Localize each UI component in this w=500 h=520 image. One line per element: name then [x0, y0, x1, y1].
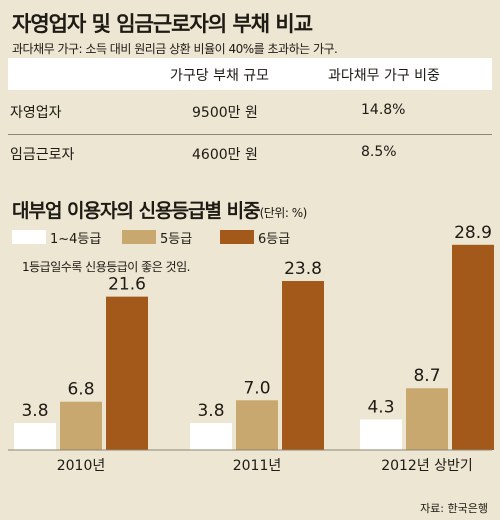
chart-title-text: 대부업 이용자의 신용등급별 비중 — [12, 200, 261, 222]
column-header-debt: 가구당 부채 규모 — [170, 68, 270, 84]
table-row: 임금근로자 4600만 원 8.5% — [0, 134, 500, 176]
bar — [360, 419, 402, 450]
bar — [282, 281, 324, 450]
row-label: 임금근로자 — [10, 147, 75, 163]
data-label: 8.7 — [413, 366, 440, 386]
legend-swatch — [122, 230, 156, 244]
table-row: 자영업자 9500만 원 14.8% — [0, 92, 500, 134]
legend-swatch — [220, 230, 254, 244]
bar — [106, 296, 148, 450]
bar — [452, 244, 494, 450]
table-subtitle: 과다채무 가구: 소득 대비 원리금 상환 비율이 40%를 초과하는 가구. — [12, 42, 338, 56]
bar — [60, 401, 102, 450]
bar — [14, 423, 56, 450]
chart-note: 1등급일수록 신용등급이 좋은 것임. — [22, 260, 190, 274]
row-debt: 9500만 원 — [192, 105, 258, 121]
data-label: 28.9 — [454, 223, 492, 243]
data-label: 21.6 — [108, 275, 146, 295]
x-tick-label: 2010년 — [57, 458, 106, 474]
legend-label: 5등급 — [160, 232, 193, 247]
bar — [190, 423, 232, 450]
table-header: 가구당 부채 규모 과다채무 가구 비중 — [8, 58, 492, 90]
x-tick-label: 2011년 — [233, 458, 282, 474]
row-ratio: 14.8% — [361, 102, 406, 118]
data-label: 7.0 — [243, 378, 270, 398]
source-note: 자료: 한국은행 — [420, 502, 488, 515]
chart-unit: (단위: %) — [259, 206, 308, 220]
legend-label: 6등급 — [258, 232, 291, 247]
data-label: 23.8 — [284, 259, 322, 279]
x-tick-label: 2012년 상반기 — [381, 458, 473, 474]
data-label: 3.8 — [21, 401, 48, 421]
row-ratio: 8.5% — [361, 144, 397, 160]
row-debt: 4600만 원 — [192, 147, 258, 163]
bar — [236, 400, 278, 450]
data-label: 6.8 — [67, 380, 94, 400]
chart-title: 대부업 이용자의 신용등급별 비중(단위: %) — [12, 196, 307, 223]
bar — [406, 388, 448, 450]
row-label: 자영업자 — [10, 105, 62, 121]
legend-label: 1~4등급 — [50, 232, 102, 247]
table-title: 자영업자 및 임금근로자의 부채 비교 — [12, 12, 313, 36]
column-header-ratio: 과다채무 가구 비중 — [328, 68, 440, 84]
data-label: 3.8 — [197, 401, 224, 421]
legend-swatch — [12, 230, 46, 244]
data-label: 4.3 — [367, 397, 394, 417]
row-divider — [8, 134, 492, 135]
